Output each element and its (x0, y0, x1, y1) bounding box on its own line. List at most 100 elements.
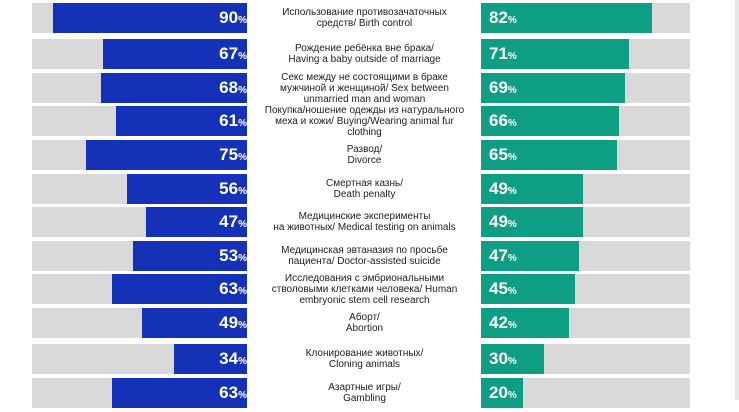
left-value-label: 75% (219, 145, 247, 168)
category-label-line: Азартные игры/ (328, 382, 401, 393)
category-label-line: Медицинские эксперименты (298, 211, 431, 222)
right-value-unit: % (507, 253, 517, 264)
category-label-text: Аборт/Abortion (346, 312, 383, 334)
right-bar-track (481, 274, 690, 304)
left-bar-track (32, 3, 247, 33)
chart-row: 61% Покупка/ношение одежды из натуральног… (0, 105, 739, 138)
right-bar (481, 3, 652, 33)
right-bar-track (481, 39, 690, 69)
right-value-label: 20% (489, 383, 517, 406)
right-bar (481, 73, 625, 103)
left-value-label: 63% (219, 383, 247, 406)
left-bar-track (32, 274, 247, 304)
chart-row: 56% Смертная казнь/Death penalty 49% (0, 174, 739, 204)
right-value-label: 69% (489, 78, 517, 101)
right-value-number: 42 (489, 313, 508, 332)
left-bar-track (32, 73, 247, 103)
right-value-number: 71 (489, 44, 508, 63)
category-label: Исследования с эмбриональными стволовыми … (262, 270, 467, 308)
category-label-line: Покупка/ношение одежды из натурального (264, 104, 465, 116)
category-label: Аборт/Abortion (262, 304, 467, 342)
left-value-label: 34% (219, 349, 247, 372)
right-bar (481, 344, 544, 374)
right-bar-track (481, 308, 690, 338)
right-value-number: 82 (489, 8, 508, 27)
left-bar (142, 308, 247, 338)
category-label: Смертная казнь/Death penalty (262, 170, 467, 208)
left-value-unit: % (238, 186, 247, 197)
left-value-number: 75 (219, 145, 239, 164)
chart-row: 63% Исследования с эмбриональными стволовы… (0, 273, 739, 306)
right-value-number: 45 (489, 279, 508, 298)
chart-row: 68% Секс между не состоящими в браке мужчи… (0, 72, 739, 105)
left-value-label: 47% (219, 212, 247, 235)
right-value-unit: % (507, 152, 517, 163)
category-label-line: на животных/ Medical testing on animals (273, 222, 456, 233)
category-label: Медицинские эксперименты на животных/ Med… (262, 203, 467, 241)
left-value-unit: % (238, 286, 247, 297)
category-label-line: Gambling (343, 393, 386, 404)
right-value-number: 49 (489, 179, 508, 198)
category-label-line: Аборт/ (349, 312, 380, 323)
right-edge-divider (735, 0, 739, 400)
category-label-line: Cloning animals (328, 359, 401, 370)
category-label-text: Медицинская эвтаназия по просьбе пациента… (281, 245, 448, 267)
left-value-label: 68% (219, 78, 247, 101)
right-bar-track (481, 174, 690, 204)
left-value-number: 56 (219, 179, 239, 198)
right-value-label: 49% (489, 179, 517, 202)
right-value-number: 20 (489, 383, 508, 402)
chart-row: 63% Азартные игры/Gambling 20% (0, 378, 739, 408)
right-value-label: 42% (489, 313, 517, 336)
left-value-label: 61% (219, 111, 247, 134)
chart-row: 90% Использование противозачаточных средст… (0, 3, 739, 33)
left-bar (133, 241, 247, 271)
left-bar-track (32, 174, 247, 204)
category-label-line: clothing (347, 126, 382, 138)
left-bar (174, 344, 247, 374)
left-value-number: 49 (219, 313, 239, 332)
right-bar (481, 241, 579, 271)
right-value-number: 30 (489, 349, 508, 368)
category-label: Использование противозачаточных средств/ … (262, 0, 467, 37)
category-label: Покупка/ношение одежды из натурального ме… (262, 102, 467, 140)
left-bar (53, 3, 247, 33)
right-value-label: 66% (489, 111, 517, 134)
right-value-unit: % (507, 186, 517, 197)
right-bar-track (481, 73, 690, 103)
left-value-number: 68 (219, 78, 239, 97)
right-value-unit: % (507, 118, 517, 129)
category-label-line: Abortion (345, 323, 384, 334)
right-value-label: 65% (489, 145, 517, 168)
left-value-unit: % (238, 85, 247, 96)
category-label-line: embryonic stem cell research (299, 294, 430, 306)
chart-row: 34% Клонирование животных/Cloning animals… (0, 344, 739, 374)
left-value-unit: % (238, 51, 247, 62)
category-label-line: Исследования с эмбриональными (284, 272, 445, 284)
category-label-line: Death penalty (333, 189, 396, 200)
right-value-number: 47 (489, 246, 508, 265)
right-value-unit: % (507, 219, 517, 230)
left-value-number: 53 (219, 246, 239, 265)
diverging-bar-chart: 90% Использование противозачаточных средст… (0, 3, 739, 408)
category-label-line: unmarried man and woman (303, 93, 426, 105)
right-bar (481, 308, 569, 338)
right-value-unit: % (507, 320, 517, 331)
category-label-line: Divorce (347, 155, 382, 166)
right-bar-track (481, 140, 690, 170)
left-value-label: 49% (219, 313, 247, 336)
right-value-unit: % (507, 286, 517, 297)
left-value-unit: % (238, 356, 247, 367)
right-bar-track (481, 241, 690, 271)
left-bar (112, 274, 247, 304)
category-label-line: пациента/ Doctor-assisted suicide (288, 256, 441, 267)
left-value-number: 63 (219, 279, 239, 298)
category-label-line: средств/ Birth control (316, 18, 413, 29)
right-value-unit: % (507, 390, 517, 401)
category-label: Клонирование животных/Cloning animals (262, 340, 467, 378)
left-value-number: 63 (219, 383, 239, 402)
chart-row: 67% Рождение ребёнка вне брака/Having a b… (0, 39, 739, 69)
right-value-label: 30% (489, 349, 517, 372)
right-value-number: 69 (489, 78, 508, 97)
left-bar-track (32, 378, 247, 408)
